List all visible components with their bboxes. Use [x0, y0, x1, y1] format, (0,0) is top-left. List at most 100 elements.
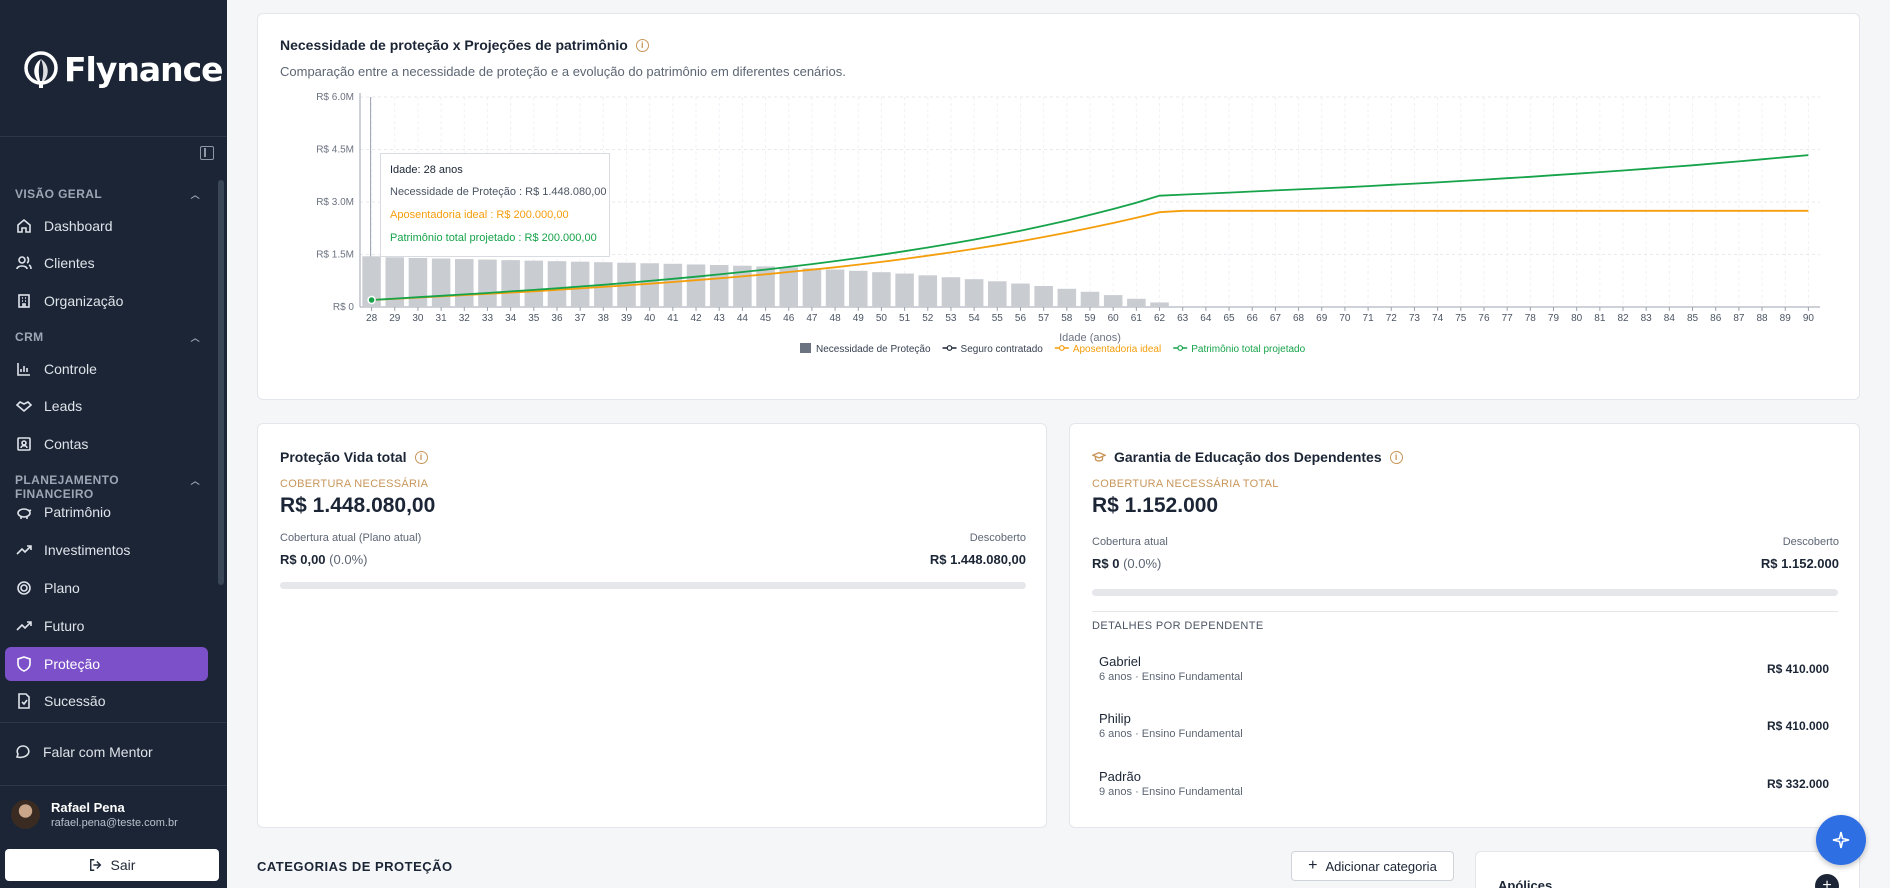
- legend-marker: [946, 345, 953, 351]
- bar-protection-need: [779, 267, 798, 307]
- x-tick-label: 37: [575, 313, 587, 324]
- sidebar-item-label: Organização: [44, 293, 124, 309]
- x-tick-label: 33: [482, 313, 494, 324]
- sidebar-item-plano[interactable]: Plano: [5, 571, 208, 605]
- coverage-needed-value: R$ 1.448.080,00: [280, 494, 436, 517]
- sidebar-item-organizacao[interactable]: Organização: [5, 284, 208, 318]
- x-tick-label: 71: [1363, 313, 1375, 324]
- bar-protection-need: [1103, 295, 1123, 307]
- current-coverage-value: R$ 0 (0.0%): [1092, 556, 1161, 571]
- x-tick-label: 79: [1548, 313, 1560, 324]
- info-icon[interactable]: i: [414, 450, 428, 464]
- bar-protection-need: [1057, 288, 1077, 307]
- target-icon: [16, 580, 32, 596]
- brand-name: Flynance: [64, 50, 224, 89]
- add-category-button[interactable]: + Adicionar categoria: [1291, 851, 1454, 881]
- x-tick-label: 82: [1617, 313, 1629, 324]
- bar-protection-need: [455, 259, 474, 307]
- sidebar-item-label: Investimentos: [44, 542, 131, 558]
- current-coverage-label: Cobertura atual (Plano atual): [280, 532, 422, 544]
- bar-protection-need: [895, 273, 914, 307]
- tooltip-age: Idade: 28 anos: [390, 164, 463, 176]
- x-tick-label: 41: [667, 313, 679, 324]
- bar-protection-need: [756, 266, 775, 307]
- assistant-fab-button[interactable]: [1816, 815, 1866, 865]
- current-value: R$ 0,00: [280, 552, 326, 567]
- x-tick-label: 65: [1223, 313, 1235, 324]
- chevron-up-icon: ︿: [190, 476, 200, 486]
- info-icon[interactable]: i: [1389, 450, 1403, 464]
- tooltip-retire: Aposentadoria ideal : R$ 200.000,00: [390, 209, 569, 221]
- collapse-sidebar-icon[interactable]: [200, 146, 214, 160]
- sidebar-item-dashboard[interactable]: Dashboard: [5, 209, 208, 243]
- dependent-row[interactable]: Padrão 9 anos · Ensino Fundamental R$ 33…: [1092, 769, 1836, 813]
- dependent-row[interactable]: Philip 6 anos · Ensino Fundamental R$ 41…: [1092, 711, 1836, 755]
- protection-chart[interactable]: R$ 0 R$ 1.5M R$ 3.0M R$ 4.5M R$ 6.0M 28 29 30 31…: [0, 0, 1890, 400]
- current-coverage-value: R$ 0,00 (0.0%): [280, 552, 367, 567]
- uncovered-label: Descoberto: [1782, 536, 1839, 548]
- section-title: CRM: [15, 330, 44, 344]
- y-tick-label: R$ 0: [333, 302, 355, 313]
- bar-protection-need: [1127, 298, 1146, 307]
- section-planejamento[interactable]: PLANEJAMENTO FINANCEIRO ︿: [15, 473, 200, 501]
- x-tick-label: 77: [1502, 313, 1514, 324]
- x-tick-label: 35: [528, 313, 540, 324]
- sidebar-item-investimentos[interactable]: Investimentos: [5, 533, 208, 567]
- x-tick-label: 54: [969, 313, 981, 324]
- x-tick-label: 34: [505, 313, 517, 324]
- bar-protection-need: [408, 258, 428, 307]
- section-crm[interactable]: CRM ︿: [15, 330, 200, 344]
- total-coverage-needed-label: COBERTURA NECESSÁRIA TOTAL: [1092, 478, 1279, 490]
- sidebar-item-clientes[interactable]: Clientes: [5, 246, 208, 280]
- x-tick-label: 66: [1247, 313, 1259, 324]
- x-tick-label: 51: [899, 313, 911, 324]
- protection-categories-title: CATEGORIAS DE PROTEÇÃO: [257, 859, 453, 874]
- plus-icon: +: [1308, 857, 1318, 874]
- mentor-label: Falar com Mentor: [43, 744, 153, 760]
- add-policy-button[interactable]: +: [1815, 874, 1839, 888]
- section-visao-geral[interactable]: VISÃO GERAL ︿: [15, 187, 200, 201]
- graduation-cap-icon: [1092, 450, 1106, 464]
- legend-label: Patrimônio total projetado: [1191, 344, 1305, 355]
- current-value: R$ 0: [1092, 556, 1120, 571]
- dependent-name: Padrão: [1099, 769, 1141, 784]
- bar-protection-need: [1080, 291, 1100, 307]
- bar-protection-need: [964, 279, 984, 307]
- bar-protection-need: [640, 263, 659, 307]
- sidebar-item-sucessao[interactable]: Sucessão: [5, 684, 208, 718]
- sidebar-item-leads[interactable]: Leads: [5, 389, 208, 423]
- logout-button[interactable]: Sair: [5, 849, 219, 881]
- sidebar-scrollbar[interactable]: [218, 180, 224, 585]
- bar-protection-need: [988, 281, 1007, 307]
- x-tick-label: 89: [1780, 313, 1792, 324]
- x-tick-label: 31: [436, 313, 448, 324]
- sidebar-item-protecao[interactable]: Proteção: [5, 647, 208, 681]
- sidebar: Flynance VISÃO GERAL ︿ Dashboard Clientes…: [0, 0, 227, 888]
- sidebar-item-label: Controle: [44, 361, 97, 377]
- handshake-icon: [16, 398, 32, 414]
- sidebar-item-label: Sucessão: [44, 693, 106, 709]
- education-title: Garantia de Educação dos Dependentes: [1114, 449, 1382, 465]
- sidebar-divider: [0, 722, 227, 723]
- chevron-up-icon: ︿: [190, 333, 200, 343]
- sidebar-item-patrimonio[interactable]: Patrimônio: [5, 495, 208, 529]
- x-tick-label: 48: [830, 313, 842, 324]
- series-line: [371, 209, 1809, 301]
- details-title: DETALHES POR DEPENDENTE: [1092, 620, 1264, 632]
- avatar[interactable]: [11, 800, 40, 829]
- logo[interactable]: Flynance: [24, 50, 224, 89]
- x-tick-label: 50: [876, 313, 888, 324]
- x-tick-label: 56: [1015, 313, 1027, 324]
- talk-to-mentor-button[interactable]: Falar com Mentor: [15, 744, 153, 760]
- x-tick-label: 36: [551, 313, 563, 324]
- x-tick-label: 32: [459, 313, 471, 324]
- sidebar-item-controle[interactable]: Controle: [5, 352, 208, 386]
- legend-label: Seguro contratado: [961, 344, 1044, 355]
- sidebar-item-label: Clientes: [44, 255, 95, 271]
- sidebar-item-futuro[interactable]: Futuro: [5, 609, 208, 643]
- x-tick-label: 57: [1038, 313, 1050, 324]
- info-icon[interactable]: i: [635, 38, 649, 52]
- dependent-row[interactable]: Gabriel 6 anos · Ensino Fundamental R$ 4…: [1092, 654, 1836, 698]
- sidebar-item-label: Patrimônio: [44, 504, 111, 520]
- sidebar-item-contas[interactable]: Contas: [5, 427, 208, 461]
